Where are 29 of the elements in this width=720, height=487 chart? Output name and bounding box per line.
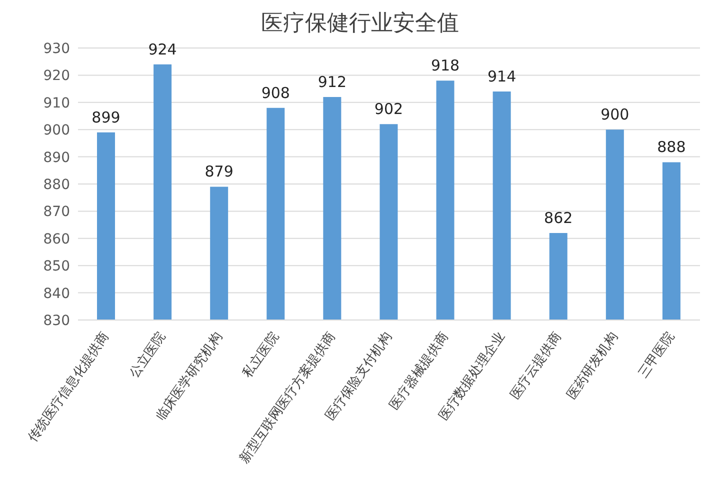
y-tick-label: 900 — [43, 122, 70, 139]
y-tick-label: 920 — [43, 68, 70, 84]
y-tick-label: 890 — [43, 150, 70, 166]
x-tick-label: 传统医疗信息化提供商 — [26, 330, 112, 445]
data-label: 908 — [261, 84, 290, 102]
y-tick-label: 870 — [43, 204, 70, 220]
data-label: 900 — [600, 106, 630, 124]
y-tick-label: 880 — [43, 176, 70, 193]
data-label: 862 — [544, 208, 573, 227]
y-tick-label: 910 — [43, 95, 70, 112]
data-label: 902 — [374, 100, 404, 118]
y-tick-label: 850 — [43, 258, 70, 275]
x-tick-label: 三甲医院 — [636, 330, 678, 381]
data-label: 899 — [92, 108, 120, 126]
y-tick-label: 860 — [43, 231, 70, 248]
x-tick-label: 医疗云提供商 — [508, 330, 565, 402]
data-label: 914 — [488, 68, 516, 86]
x-tick-label: 公立医院 — [126, 329, 169, 381]
data-label: 912 — [318, 72, 346, 91]
x-tick-label: 私立医院 — [239, 329, 282, 381]
data-label: 888 — [657, 138, 686, 156]
data-label: 879 — [204, 162, 234, 181]
y-tick-label: 840 — [43, 286, 70, 302]
y-tick-label: 930 — [43, 40, 70, 57]
chart-title: 医疗保健行业安全值 — [260, 10, 460, 38]
data-label: 924 — [148, 40, 177, 58]
x-tick-label: 医药研发机构 — [564, 330, 622, 402]
data-label: 918 — [430, 56, 460, 75]
y-tick-label: 830 — [43, 312, 70, 329]
